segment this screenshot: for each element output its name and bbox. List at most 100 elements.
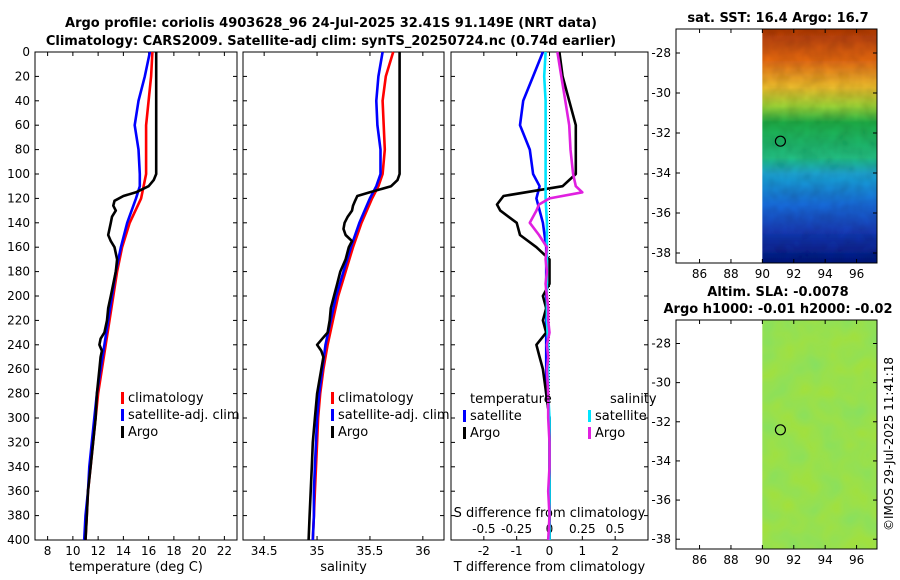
- legend-entry: Argo: [128, 425, 158, 440]
- y-tick-label: 100: [7, 167, 30, 181]
- map-x-tick-label: 94: [818, 267, 833, 281]
- y-tick-label: 0: [22, 45, 30, 59]
- legend-swatch: [588, 427, 591, 439]
- legend-entry: Argo: [470, 426, 500, 441]
- map-x-tick-label: 88: [723, 553, 738, 567]
- sla-map-subtitle: Argo h1000: -0.01 h2000: -0.02: [663, 302, 892, 317]
- y-tick-label: 400: [7, 533, 30, 547]
- map-x-tick-label: 90: [755, 553, 770, 567]
- x-tick-label: 36: [415, 544, 430, 558]
- y-tick-label: 300: [7, 411, 30, 425]
- x-tick-label: 35.5: [357, 544, 384, 558]
- figure-title-line1: Argo profile: coriolis 4903628_96 24-Jul…: [65, 16, 597, 31]
- x-tick-label: 34.5: [251, 544, 278, 558]
- plot-frame: [242, 51, 445, 541]
- sla-map: 86 88 90 92 94 96 -28 -30 -32 -34 -36 -38: [651, 319, 878, 567]
- legend-swatch: [121, 392, 124, 404]
- map-x-tick-label: 88: [723, 267, 738, 281]
- series-line-4: [528, 51, 584, 541]
- map-y-tick-label: -30: [651, 376, 671, 390]
- series-line-3: [84, 52, 158, 541]
- legend-swatch: [121, 409, 124, 421]
- y-tick-label: 200: [7, 289, 30, 303]
- profile-panel-1: 0 20 40 60 80 100 120 140 160 180 200 220 240 260 280 3…: [7, 45, 240, 575]
- y-tick-label: 360: [7, 484, 30, 498]
- map-y-tick-label: -28: [651, 46, 671, 60]
- legend-entry: Argo: [595, 426, 625, 441]
- sla-map-title: Altim. SLA: -0.0078: [707, 285, 848, 300]
- s-tick-label: -0.5: [472, 522, 495, 536]
- map-x-tick-label: 86: [692, 267, 707, 281]
- legend-entry: satellite-adj. clim: [338, 408, 450, 423]
- figure-title-line2: Climatology: CARS2009. Satellite-adj cli…: [46, 34, 616, 49]
- legend-entry: satellite: [470, 409, 522, 424]
- legend-entry: Argo: [338, 425, 368, 440]
- y-tick-label: 280: [7, 387, 30, 401]
- y-tick-label: 140: [7, 216, 30, 230]
- x-tick-label: 12: [90, 544, 105, 558]
- map-frame: [675, 28, 878, 264]
- profile-panel-2: 34.5 35 35.5 36 salinity climatology satellite…: [242, 51, 450, 575]
- y-tick-label: 240: [7, 338, 30, 352]
- map-y-tick-label: -28: [651, 336, 671, 350]
- s-tick-label: 0.25: [569, 522, 596, 536]
- x-axis-label: temperature (deg C): [69, 560, 203, 575]
- y-tick-label: 40: [15, 94, 30, 108]
- map-y-tick-label: -38: [651, 246, 671, 260]
- x-tick-label: 10: [65, 544, 80, 558]
- map-y-tick-label: -36: [651, 206, 671, 220]
- x-tick-label: 16: [141, 544, 156, 558]
- x-tick-label: -1: [511, 544, 523, 558]
- series-line-2: [311, 51, 384, 541]
- x-tick-label: 0: [546, 544, 554, 558]
- x-tick-label: 2: [611, 544, 619, 558]
- legend-entry: satellite-adj. clim: [128, 408, 240, 423]
- y-tick-label: 80: [15, 143, 30, 157]
- argo-location-marker: [774, 424, 787, 436]
- map-x-tick-label: 92: [786, 553, 801, 567]
- legend-swatch: [463, 427, 466, 439]
- map-y-tick-label: -36: [651, 493, 671, 507]
- s-tick-label: -0.25: [501, 522, 532, 536]
- map-x-tick-label: 90: [755, 267, 770, 281]
- legend-swatch: [121, 426, 124, 438]
- map-y-tick-label: -30: [651, 86, 671, 100]
- x-tick-label: -2: [478, 544, 490, 558]
- sst-map-title: sat. SST: 16.4 Argo: 16.7: [687, 11, 868, 26]
- x-tick-label: 1: [579, 544, 587, 558]
- x-tick-label: 14: [116, 544, 131, 558]
- argo-location-marker: [774, 135, 787, 147]
- legend-swatch: [331, 409, 334, 421]
- x-axis-label: salinity: [320, 560, 367, 575]
- map-y-tick-label: -34: [651, 166, 671, 180]
- y-tick-label: 320: [7, 435, 30, 449]
- series-line-3: [307, 52, 401, 541]
- legend-header-temperature: temperature: [470, 392, 552, 407]
- map-y-tick-label: -38: [651, 532, 671, 546]
- y-tick-label: 120: [7, 191, 30, 205]
- imos-timestamp: ©IMOS 29-Jul-2025 11:41:18: [882, 357, 896, 531]
- map-y-tick-label: -34: [651, 454, 671, 468]
- map-x-tick-label: 96: [849, 267, 864, 281]
- map-x-tick-label: 86: [692, 553, 707, 567]
- y-tick-label: 20: [15, 69, 30, 83]
- legend-swatch: [331, 426, 334, 438]
- y-tick-label: 260: [7, 362, 30, 376]
- sst-map: 86 88 90 92 94 96 -28 -30 -32 -34 -36 -38: [651, 28, 878, 281]
- legend-entry: satellite: [595, 409, 647, 424]
- y-tick-label: 60: [15, 118, 30, 132]
- y-tick-label: 180: [7, 265, 30, 279]
- legend-swatch: [463, 410, 466, 422]
- y-tick-label: 380: [7, 509, 30, 523]
- x-axis-label: T difference from climatology: [453, 560, 646, 575]
- y-tick-label: 220: [7, 313, 30, 327]
- x-tick-label: 8: [44, 544, 52, 558]
- map-x-tick-label: 96: [849, 553, 864, 567]
- legend-swatch: [588, 410, 591, 422]
- x-tick-label: 35: [309, 544, 324, 558]
- map-x-tick-label: 94: [818, 553, 833, 567]
- map-x-tick-label: 92: [786, 267, 801, 281]
- y-tick-label: 160: [7, 240, 30, 254]
